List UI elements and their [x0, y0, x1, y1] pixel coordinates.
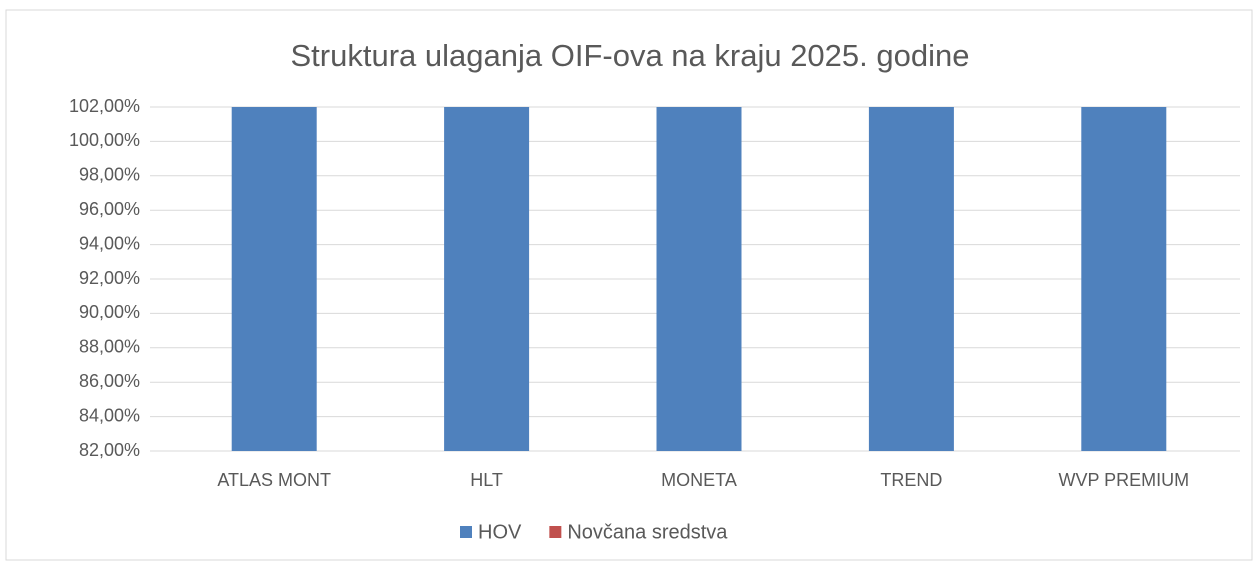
- y-tick-label: 84,00%: [79, 405, 140, 425]
- x-tick-label: WVP PREMIUM: [1058, 470, 1189, 490]
- bar-segment: [868, 107, 954, 451]
- y-tick-label: 88,00%: [79, 337, 140, 357]
- x-tick-label: ATLAS MONT: [217, 470, 331, 490]
- y-tick-label: 94,00%: [79, 233, 140, 253]
- bar-segment: [444, 107, 530, 451]
- legend-swatch: [460, 526, 472, 538]
- y-tick-label: 82,00%: [79, 440, 140, 460]
- y-tick-label: 96,00%: [79, 199, 140, 219]
- x-tick-label: MONETA: [661, 470, 737, 490]
- y-tick-label: 92,00%: [79, 268, 140, 288]
- chart-title: Struktura ulaganja OIF-ova na kraju 2025…: [291, 38, 970, 73]
- x-tick-label: HLT: [470, 470, 503, 490]
- y-tick-label: 100,00%: [69, 130, 140, 150]
- legend-label: Novčana sredstva: [567, 521, 728, 543]
- bar-segment: [1081, 107, 1167, 451]
- y-tick-label: 86,00%: [79, 371, 140, 391]
- legend-label: HOV: [478, 521, 522, 543]
- y-tick-label: 102,00%: [69, 96, 140, 116]
- bar-segment: [231, 107, 317, 451]
- y-tick-label: 90,00%: [79, 302, 140, 322]
- legend-swatch: [549, 526, 562, 538]
- chart-frame: [5, 9, 1253, 561]
- bar-segment: [656, 107, 742, 451]
- x-tick-label: TREND: [880, 470, 942, 490]
- y-tick-label: 98,00%: [79, 165, 140, 185]
